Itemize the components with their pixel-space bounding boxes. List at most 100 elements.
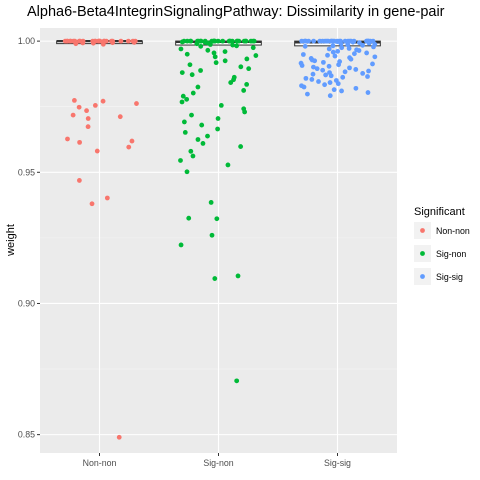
data-point [299,38,305,44]
data-point [214,216,220,222]
data-point [212,54,218,60]
data-point [188,148,194,154]
data-point [366,68,371,74]
data-point [339,88,344,94]
data-point [218,102,224,108]
data-point [330,43,336,49]
data-point [200,141,206,146]
data-point [178,46,184,52]
data-point [178,242,184,248]
data-point [311,38,317,44]
data-point [302,43,308,49]
data-point [92,102,98,108]
data-point [360,42,365,48]
data-point [241,88,247,93]
data-point [125,38,131,44]
x-tick-label: Non-non [83,458,117,468]
data-point [300,52,306,57]
data-point [340,74,346,80]
data-point [350,39,356,45]
data-point [208,200,214,205]
data-point [238,64,244,70]
data-point [70,112,76,118]
y-tick-label: 0.85 [18,430,35,440]
data-point [235,273,241,279]
data-point [110,40,115,46]
legend-title: Significant [414,206,465,218]
data-point [205,133,210,139]
legend-marker [420,251,425,256]
data-point [323,72,329,78]
data-point [118,38,124,44]
data-point [353,67,359,72]
data-point [190,153,196,159]
data-point [312,58,318,64]
data-point [90,40,96,46]
data-point [100,98,106,104]
data-point [310,71,316,77]
data-point [335,81,341,87]
data-point [306,38,311,44]
data-point [347,65,352,71]
data-point [179,39,185,45]
data-point [207,42,213,47]
data-point [328,73,334,79]
legend-label: Non-non [436,226,470,236]
data-point [129,138,135,144]
x-tick-label: Sig-non [203,458,233,468]
data-point [188,38,193,44]
data-point [199,122,205,128]
data-point [320,67,326,73]
data-point [96,38,101,44]
data-point [326,63,332,69]
data-point [189,112,194,118]
x-axis: Non-non Sig-non Sig-sig [83,453,351,468]
data-point [238,144,244,149]
data-point [184,169,190,175]
data-point [225,162,231,168]
data-point [186,215,192,221]
data-point [253,53,259,58]
data-point [184,96,190,102]
data-point [366,40,372,46]
data-point [234,38,240,44]
data-point [243,38,249,44]
data-point [246,66,252,72]
y-axis-title: weight [5,224,17,257]
data-point [360,70,366,76]
data-point [198,43,204,49]
data-point [195,137,201,142]
data-point [244,82,250,87]
data-point [77,139,82,145]
data-point [220,38,226,44]
data-point [338,41,344,47]
data-point [126,144,132,150]
data-point [234,378,240,384]
data-point [195,84,201,90]
data-point [322,82,327,88]
data-point [352,51,357,57]
data-point [76,104,82,110]
data-point [301,84,307,90]
data-point [309,77,315,82]
data-point [356,48,362,53]
data-point [242,109,248,115]
data-point [330,49,336,55]
data-point [212,276,218,281]
data-point [100,41,106,47]
data-point [234,43,239,49]
data-point [327,80,333,85]
data-point [85,124,91,130]
data-point [327,93,333,99]
legend-label: Sig-non [436,249,466,259]
data-point [189,72,195,78]
data-point [353,85,359,91]
data-point [211,38,217,44]
data-point [336,62,341,68]
data-point [342,69,348,75]
data-point [205,47,211,53]
data-point [372,54,378,60]
y-tick-label: 0.90 [18,298,35,308]
data-point [222,58,228,64]
